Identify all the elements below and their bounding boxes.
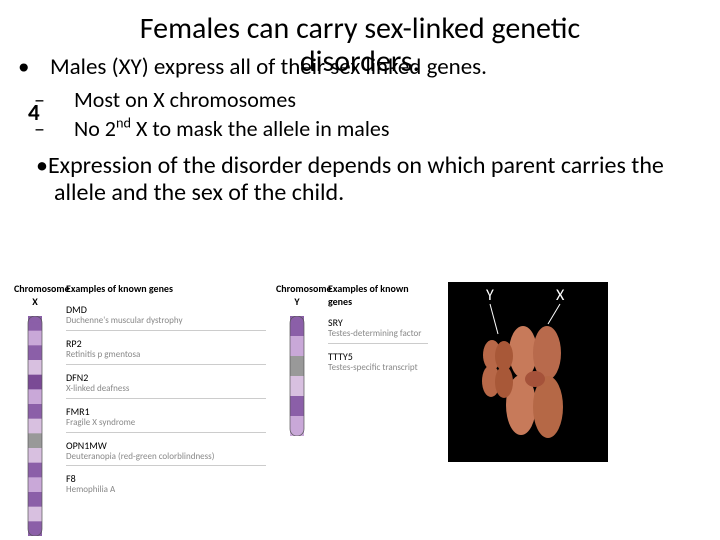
- chromosome-y-column: Chromosome Y: [276, 282, 318, 532]
- gene-symbol: TTTY5: [328, 350, 428, 363]
- sub-bullet-2: –No 2nd X to mask the allele in males: [56, 115, 720, 144]
- sub2-sup: nd: [116, 114, 131, 132]
- gene-symbol: DFN2: [66, 371, 266, 384]
- gene-description: Testes-determining factor: [328, 329, 428, 339]
- bullet-2: •Expression of the disorder depends on w…: [36, 152, 720, 207]
- chrom-y-header: Chromosome Y: [276, 282, 318, 308]
- genes-y-column: Examples of known genes SRYTestes-determ…: [328, 282, 428, 532]
- bullet-1-text: Males (XY) express all of their sex link…: [50, 53, 487, 81]
- gene-description: Deuteranopia (red-green colorblindness): [66, 452, 266, 462]
- sub-bullet-1: –Most on X chromosomes: [56, 86, 720, 115]
- chromosome-figure: Chromosome X Examples of known genes DMD…: [14, 282, 706, 532]
- chromosome-x-column: Chromosome X: [14, 282, 56, 532]
- photo-label-x: X: [556, 286, 564, 305]
- sub-bullet-1-text: Most on X chromosomes: [74, 86, 296, 113]
- sub2-post: X to mask the allele in males: [131, 115, 389, 142]
- gene-symbol: FMR1: [66, 405, 266, 418]
- genes-y-list: SRYTestes-determining factorTTTY5Testes-…: [328, 316, 428, 377]
- gene-row: FMR1Fragile X syndrome: [66, 405, 266, 433]
- chrom-x-header: Chromosome X: [14, 282, 56, 308]
- chromosome-x-ideogram: [24, 316, 46, 536]
- genes-y-header: Examples of known genes: [328, 282, 428, 308]
- chromosome-photo-svg: [448, 282, 608, 462]
- bullet-list: •Males (XY) express all of their sex lin…: [0, 54, 720, 207]
- photo-label-y: Y: [486, 286, 494, 305]
- gene-row: DFN2X-linked deafness: [66, 371, 266, 399]
- bullet-dot-icon: •: [36, 151, 48, 180]
- gene-row: DMDDuchenne's muscular dystrophy: [66, 303, 266, 331]
- gene-row: RP2Retinitis p gmentosa: [66, 337, 266, 365]
- gene-row: F8Hemophilia A: [66, 472, 266, 499]
- gene-description: Duchenne's muscular dystrophy: [66, 316, 266, 326]
- dash-icon: –: [56, 115, 74, 144]
- gene-row: TTTY5Testes-specific transcript: [328, 350, 428, 377]
- gene-symbol: OPN1MW: [66, 439, 266, 452]
- dash-icon: –: [56, 86, 74, 115]
- gene-description: Hemophilia A: [66, 485, 266, 495]
- gene-description: Testes-specific transcript: [328, 363, 428, 373]
- sub2-pre: No 2: [74, 115, 116, 142]
- gene-row: SRYTestes-determining factor: [328, 316, 428, 344]
- gene-description: X-linked deafness: [66, 384, 266, 394]
- sub-bullet-group: 4 –Most on X chromosomes –No 2nd X to ma…: [36, 86, 720, 143]
- bullet-1: •Males (XY) express all of their sex lin…: [36, 54, 720, 80]
- gene-row: OPN1MWDeuteranopia (red-green colorblind…: [66, 439, 266, 467]
- genes-x-header: Examples of known genes: [66, 282, 266, 295]
- genes-x-list: DMDDuchenne's muscular dystrophy RP2Retin…: [66, 303, 266, 499]
- bullet-2-text: Expression of the disorder depends on wh…: [48, 151, 664, 208]
- gene-description: Retinitis p gmentosa: [66, 350, 266, 360]
- chromosome-photo: Y X: [448, 282, 608, 462]
- genes-x-column: Examples of known genes DMDDuchenne's mu…: [66, 282, 266, 532]
- chromosome-y-ideogram: [286, 316, 308, 436]
- gene-symbol: RP2: [66, 337, 266, 350]
- title-line-1: Females can carry sex-linked genetic: [140, 10, 580, 47]
- gene-description: Fragile X syndrome: [66, 418, 266, 428]
- bullet-dot-icon: •: [36, 54, 50, 80]
